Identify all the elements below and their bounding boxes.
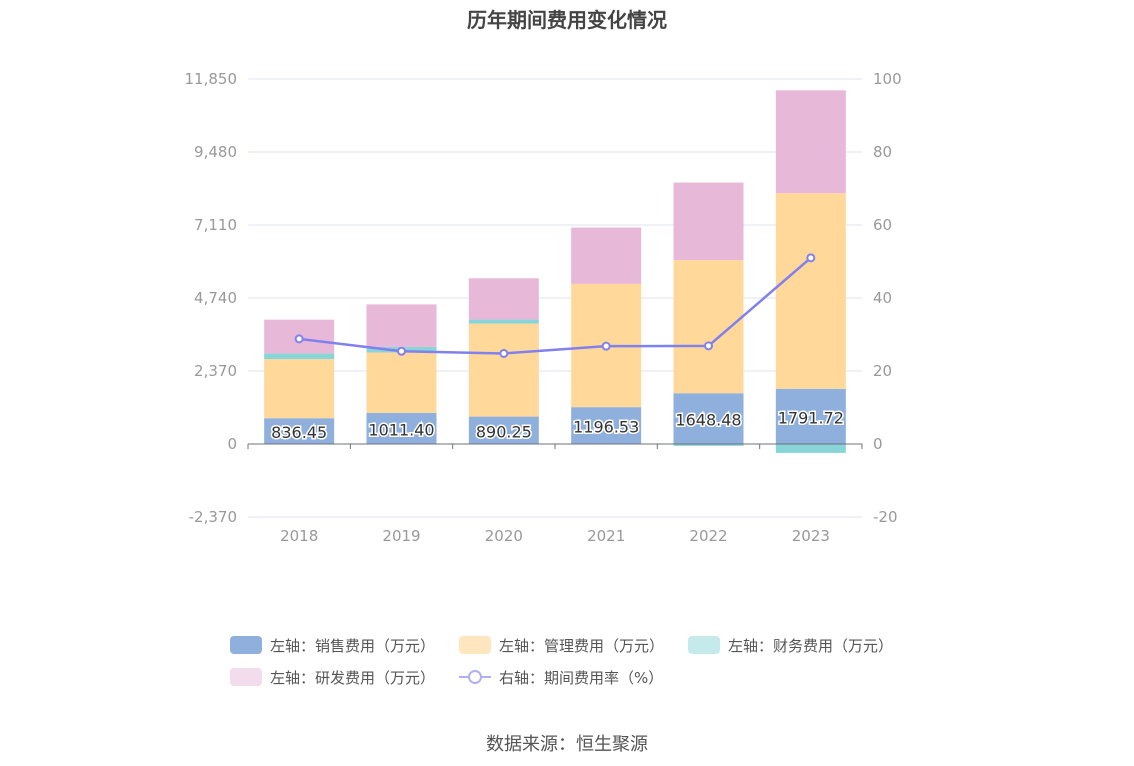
x-axis-tick-label: 2020 [485,527,523,545]
bar-finance [775,444,846,453]
legend-label-sales: 左轴：销售费用（万元） [270,636,436,655]
axes: 11,850 9,480 7,110 4,740 2,370 0 -2,370 100 80 60… [185,70,902,545]
legend-swatch-admin [459,636,492,654]
left-axis-tick-label: -2,370 [189,508,237,526]
right-axis-tick-label: 40 [873,289,892,307]
rate-line [299,256,812,355]
chart-title: 历年期间费用变化情况 [467,8,667,32]
rate-point [806,253,816,263]
right-axis-tick-label: -20 [873,508,898,526]
sales-data-label: 1196.53 [573,418,639,437]
right-axis-tick-label: 80 [873,143,892,161]
legend-item-sales[interactable]: 左轴：销售费用（万元） [230,635,435,656]
right-axis-tick-label: 60 [873,216,892,234]
legend-label-admin: 左轴：管理费用（万元） [499,636,665,655]
sales-data-label: 1011.40 [368,420,434,439]
bar-sales [673,393,744,444]
legend-swatch-rnd [230,668,262,686]
bar-sales [571,407,642,444]
bar-sales [775,388,846,444]
bar-finance [264,353,335,360]
x-axis-tick-label: 2022 [689,527,727,545]
rate-point [397,346,406,356]
right-axis-tick-label: 20 [873,362,892,380]
legend-swatch-finance [688,636,721,654]
legend-swatch-sales [230,636,262,654]
legend-item-admin[interactable]: 左轴：管理费用（万元） [459,635,664,656]
legend-item-rnd[interactable]: 左轴：研发费用（万元） [230,667,435,688]
legend-swatch-rate [459,668,492,686]
x-axis-tick-label: 2021 [587,527,625,545]
legend-item-finance[interactable]: 左轴：财务费用（万元） [688,635,893,656]
left-axis-tick-label: 11,850 [185,70,238,88]
x-axis-tick-label: 2019 [382,527,420,545]
bar-admin [468,323,539,417]
grid-lines [248,78,862,518]
rate-line-group [294,253,816,358]
chart-area: 836.45 1011.40 890.25 1196.53 1648.48 1791.72… [185,70,902,545]
rate-point [601,341,611,351]
rate-point [704,341,713,351]
x-axis-tick-label: 2018 [280,527,318,545]
sales-data-label: 1648.48 [675,411,741,430]
bar-group [264,90,846,453]
sales-data-label: 1791.72 [778,408,844,427]
bar-rnd [571,227,642,284]
bar-admin [264,359,335,419]
right-axis-tick-label: 100 [873,70,902,88]
legend: 左轴：销售费用（万元） 左轴：管理费用（万元） 左轴：财务费用（万元） 左轴：研… [230,632,930,696]
bar-rnd [366,304,437,347]
left-axis-tick-label: 9,480 [194,143,237,161]
x-axis-tick-label: 2023 [792,527,830,545]
bar-rnd [775,90,846,194]
bar-rnd [468,278,539,320]
data-source: 数据来源：恒生聚源 [486,734,648,755]
rate-point [294,334,304,344]
legend-label-finance: 左轴：财务费用（万元） [728,636,894,655]
left-axis-tick-label: 2,370 [194,362,237,380]
bar-sales [366,412,437,444]
left-axis-tick-label: 7,110 [194,216,237,234]
legend-label-rnd: 左轴：研发费用（万元） [270,668,436,687]
bar-admin [366,352,437,413]
bar-sales [264,418,335,444]
data-labels: 836.45 1011.40 890.25 1196.53 1648.48 1791.72 [270,407,846,444]
sales-data-label: 890.25 [476,422,532,441]
rate-point [499,348,509,358]
right-axis-tick-label: 0 [873,435,883,453]
bar-finance [673,444,744,446]
legend-item-rate[interactable]: 右轴：期间费用率（%） [459,667,663,688]
bar-rnd [673,182,744,261]
left-axis-tick-label: 0 [227,435,237,453]
sales-data-label: 836.45 [271,423,327,442]
bar-sales [468,416,539,444]
bar-admin [775,193,846,389]
legend-label-rate: 右轴：期间费用率（%） [499,668,664,687]
left-axis-tick-label: 4,740 [194,289,237,307]
bar-admin [673,260,744,394]
bar-finance [468,319,539,324]
